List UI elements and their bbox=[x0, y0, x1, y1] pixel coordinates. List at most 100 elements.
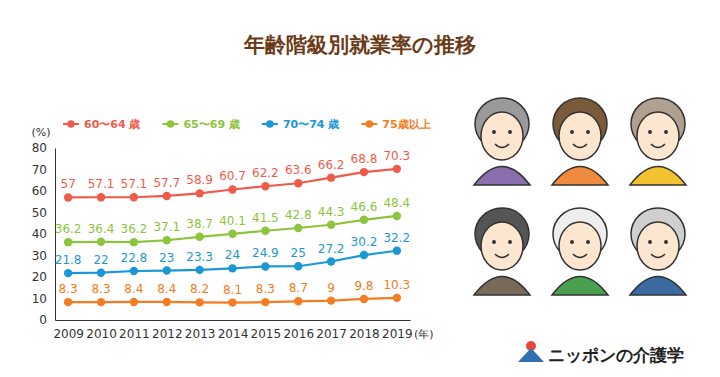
data-label: 22.8 bbox=[121, 251, 148, 265]
y-tick-label: 50 bbox=[32, 206, 47, 220]
x-tick-label: 2019 bbox=[382, 327, 413, 341]
y-tick: 60 bbox=[32, 184, 55, 198]
x-tick: 2015 bbox=[251, 320, 282, 341]
x-tick-label: 2009 bbox=[53, 327, 84, 341]
face-skin bbox=[637, 222, 679, 270]
series-point bbox=[228, 185, 236, 193]
data-label: 60.7 bbox=[219, 169, 246, 183]
x-tick-label: 2010 bbox=[86, 327, 117, 341]
x-tick-label: 2016 bbox=[283, 327, 314, 341]
plot-marks bbox=[64, 165, 401, 307]
data-label: 8.3 bbox=[91, 282, 110, 296]
face-eye bbox=[586, 240, 590, 244]
data-label: 21.8 bbox=[55, 253, 82, 267]
series-point bbox=[228, 230, 236, 238]
data-label: 23 bbox=[159, 251, 174, 265]
x-axis-title: (年) bbox=[414, 328, 434, 341]
series-point bbox=[327, 173, 335, 181]
face-body bbox=[474, 167, 530, 186]
data-label: 23.3 bbox=[186, 250, 213, 264]
face-skin bbox=[481, 222, 523, 270]
illustrations bbox=[474, 98, 686, 295]
series-point bbox=[393, 294, 401, 302]
series-point bbox=[261, 298, 269, 306]
legend-marker bbox=[366, 120, 374, 128]
series-point bbox=[64, 269, 72, 277]
y-tick-label: 30 bbox=[32, 249, 47, 263]
x-tick: 2018 bbox=[349, 320, 380, 341]
data-labels: 5757.157.157.758.960.762.263.666.268.870… bbox=[55, 149, 410, 297]
y-tick: 30 bbox=[32, 249, 55, 263]
x-tick: 2011 bbox=[119, 320, 150, 341]
y-axis-title: (%) bbox=[31, 126, 50, 139]
series-point bbox=[130, 238, 138, 246]
data-label: 62.2 bbox=[252, 166, 279, 180]
face-eye bbox=[492, 130, 496, 134]
data-label: 36.2 bbox=[55, 222, 82, 236]
face-mouth bbox=[495, 144, 509, 148]
data-label: 58.9 bbox=[186, 173, 213, 187]
series-point bbox=[64, 238, 72, 246]
series-point bbox=[195, 298, 203, 306]
face-body bbox=[474, 277, 530, 296]
face-body bbox=[630, 277, 686, 296]
legend-marker bbox=[67, 120, 75, 128]
legend-item: 70〜74 歳 bbox=[262, 118, 339, 131]
data-label: 46.6 bbox=[351, 200, 378, 214]
face-eye bbox=[664, 130, 668, 134]
x-tick: 2013 bbox=[185, 320, 216, 341]
data-label: 41.5 bbox=[252, 211, 279, 225]
data-label: 57.1 bbox=[88, 177, 115, 191]
face-illustration bbox=[630, 208, 686, 295]
data-label: 38.7 bbox=[186, 217, 213, 231]
face-illustration bbox=[474, 98, 530, 185]
data-label: 66.2 bbox=[318, 158, 345, 172]
face-eye bbox=[508, 130, 512, 134]
series-point bbox=[261, 182, 269, 190]
data-label: 36.2 bbox=[121, 222, 148, 236]
x-tick: 2009 bbox=[53, 320, 84, 341]
x-tick: 2014 bbox=[218, 320, 249, 341]
data-label: 57 bbox=[61, 177, 76, 191]
face-skin bbox=[481, 112, 523, 160]
y-tick: 20 bbox=[32, 270, 55, 284]
data-label: 57.7 bbox=[153, 176, 180, 190]
y-tick: 10 bbox=[32, 292, 55, 306]
data-label: 42.8 bbox=[285, 208, 312, 222]
x-tick-label: 2012 bbox=[152, 327, 183, 341]
data-label: 24.9 bbox=[252, 246, 279, 260]
title: 年齢階級別就業率の推移 bbox=[243, 33, 476, 57]
y-tick-label: 20 bbox=[32, 270, 47, 284]
data-label: 27.2 bbox=[318, 242, 345, 256]
face-mouth bbox=[573, 254, 587, 258]
face-illustration bbox=[552, 98, 608, 185]
series-point bbox=[97, 269, 105, 277]
data-label: 9.8 bbox=[354, 279, 373, 293]
legend-label: 75歳以上 bbox=[382, 118, 430, 131]
data-label: 8.3 bbox=[59, 282, 78, 296]
series-point bbox=[195, 266, 203, 274]
data-label: 8.4 bbox=[157, 282, 176, 296]
legend-label: 65〜69 歳 bbox=[183, 118, 239, 131]
y-tick: 40 bbox=[32, 227, 55, 241]
logo-mountain bbox=[518, 348, 544, 362]
data-label: 8.4 bbox=[124, 282, 143, 296]
data-label: 57.1 bbox=[121, 177, 148, 191]
x-tick-label: 2018 bbox=[349, 327, 380, 341]
data-label: 8.3 bbox=[256, 282, 275, 296]
series-point bbox=[327, 221, 335, 229]
chart: 年齢階級別就業率の推移01020304050607080200920102011… bbox=[0, 0, 720, 377]
face-eye bbox=[492, 240, 496, 244]
data-label: 30.2 bbox=[351, 235, 378, 249]
data-label: 8.7 bbox=[289, 281, 308, 295]
face-eye bbox=[664, 240, 668, 244]
face-body bbox=[552, 277, 608, 296]
legend-label: 60〜64 歳 bbox=[84, 118, 140, 131]
x-tick-label: 2015 bbox=[251, 327, 282, 341]
y-tick-label: 40 bbox=[32, 227, 47, 241]
x-tick-label: 2013 bbox=[185, 327, 216, 341]
data-label: 40.1 bbox=[219, 214, 246, 228]
series-point bbox=[294, 224, 302, 232]
series-point bbox=[97, 298, 105, 306]
series-point bbox=[261, 227, 269, 235]
